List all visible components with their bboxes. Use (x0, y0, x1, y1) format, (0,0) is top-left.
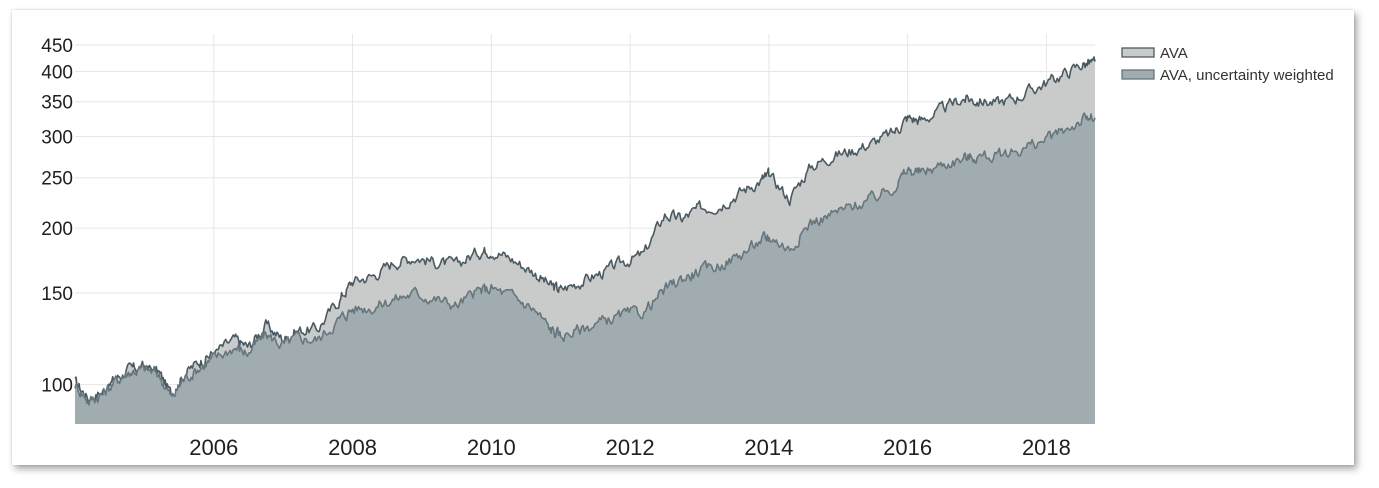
chart-frame: 2006 2008 2010 2012 2014 2016 2018 100 150 200 250… (12, 10, 1354, 465)
y-tick-label: 100 (41, 376, 73, 397)
y-tick-label: 350 (41, 93, 73, 114)
area-chart: 2006 2008 2010 2012 2014 2016 2018 100 150 200 250… (41, 34, 1334, 460)
series-line-ava-uncertainty-weighted (74, 112, 1096, 406)
legend-label: AVA, uncertainty weighted (1160, 67, 1334, 84)
x-tick-label: 2016 (883, 435, 932, 460)
x-tick-label: 2012 (606, 435, 655, 460)
series-area-ava-uncertainty-weighted (75, 113, 1095, 424)
series-line-ava (74, 56, 1096, 405)
legend-swatch (1121, 69, 1155, 80)
legend-label: AVA (1160, 45, 1188, 62)
y-tick-label: 450 (41, 36, 73, 57)
axes: 2006 2008 2010 2012 2014 2016 2018 100 150 200 250… (41, 36, 1071, 460)
x-tick-label: 2018 (1022, 435, 1071, 460)
x-tick-label: 2010 (467, 435, 516, 460)
x-tick-label: 2006 (189, 435, 238, 460)
y-tick-label: 200 (41, 219, 73, 240)
y-tick-label: 150 (41, 284, 73, 305)
legend-swatch (1121, 47, 1155, 58)
x-tick-label: 2008 (328, 435, 377, 460)
y-tick-label: 250 (41, 169, 73, 190)
areas (74, 56, 1096, 425)
y-tick-label: 300 (41, 128, 73, 149)
x-tick-label: 2014 (744, 435, 793, 460)
y-tick-label: 400 (41, 63, 73, 84)
legend: AVA AVA, uncertainty weighted (1121, 45, 1334, 84)
